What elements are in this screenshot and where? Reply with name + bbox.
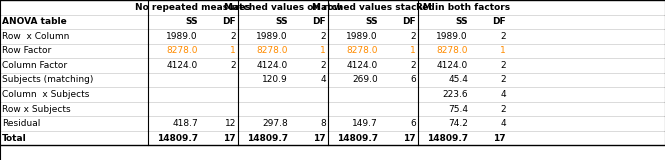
Text: 1: 1: [500, 46, 506, 55]
Text: 4124.0: 4124.0: [167, 61, 198, 70]
Text: 4: 4: [500, 119, 506, 128]
Text: SS: SS: [275, 17, 288, 26]
Text: 2: 2: [500, 105, 506, 114]
Text: SS: SS: [456, 17, 468, 26]
Text: 14809.7: 14809.7: [427, 134, 468, 143]
Text: 1: 1: [321, 46, 326, 55]
Text: SS: SS: [186, 17, 198, 26]
Text: 418.7: 418.7: [172, 119, 198, 128]
Text: Matched values on row: Matched values on row: [224, 3, 342, 12]
Text: Subjects (matching): Subjects (matching): [2, 76, 93, 84]
Text: Row x Subjects: Row x Subjects: [2, 105, 70, 114]
Text: 149.7: 149.7: [352, 119, 378, 128]
Text: 2: 2: [500, 76, 506, 84]
Text: Matched values stacked: Matched values stacked: [312, 3, 434, 12]
Text: 8278.0: 8278.0: [436, 46, 468, 55]
Text: 2: 2: [321, 61, 326, 70]
Text: 4124.0: 4124.0: [346, 61, 378, 70]
Text: 1: 1: [230, 46, 236, 55]
Text: Total: Total: [2, 134, 27, 143]
Text: 45.4: 45.4: [448, 76, 468, 84]
Text: 8: 8: [321, 119, 326, 128]
Text: 2: 2: [410, 32, 416, 41]
Text: 17: 17: [223, 134, 236, 143]
Text: 2: 2: [230, 61, 236, 70]
Text: 297.8: 297.8: [262, 119, 288, 128]
Text: 8278.0: 8278.0: [166, 46, 198, 55]
Text: 1989.0: 1989.0: [346, 32, 378, 41]
Text: Residual: Residual: [2, 119, 41, 128]
Text: DF: DF: [492, 17, 506, 26]
Text: No repeated measures: No repeated measures: [135, 3, 251, 12]
Text: SS: SS: [365, 17, 378, 26]
Text: 4: 4: [500, 90, 506, 99]
Text: 1989.0: 1989.0: [436, 32, 468, 41]
Text: 4124.0: 4124.0: [437, 61, 468, 70]
Text: 6: 6: [410, 119, 416, 128]
Text: 14809.7: 14809.7: [247, 134, 288, 143]
Text: DF: DF: [313, 17, 326, 26]
Text: 17: 17: [313, 134, 326, 143]
Text: 8278.0: 8278.0: [257, 46, 288, 55]
Text: 8278.0: 8278.0: [346, 46, 378, 55]
Text: 1989.0: 1989.0: [166, 32, 198, 41]
Text: 4124.0: 4124.0: [257, 61, 288, 70]
Text: 14809.7: 14809.7: [337, 134, 378, 143]
Text: 223.6: 223.6: [442, 90, 468, 99]
Text: 120.9: 120.9: [262, 76, 288, 84]
Text: Column Factor: Column Factor: [2, 61, 67, 70]
Text: 75.4: 75.4: [448, 105, 468, 114]
Text: 12: 12: [225, 119, 236, 128]
Text: DF: DF: [402, 17, 416, 26]
Text: 2: 2: [230, 32, 236, 41]
Text: DF: DF: [222, 17, 236, 26]
Text: RM in both factors: RM in both factors: [416, 3, 510, 12]
Text: 17: 17: [493, 134, 506, 143]
Text: 1989.0: 1989.0: [257, 32, 288, 41]
Text: 14809.7: 14809.7: [157, 134, 198, 143]
Text: 2: 2: [410, 61, 416, 70]
Text: 4: 4: [321, 76, 326, 84]
Text: 2: 2: [500, 61, 506, 70]
Text: ANOVA table: ANOVA table: [2, 17, 66, 26]
Text: 6: 6: [410, 76, 416, 84]
Text: 2: 2: [500, 32, 506, 41]
Text: Row Factor: Row Factor: [2, 46, 51, 55]
Text: 74.2: 74.2: [448, 119, 468, 128]
Text: Row  x Column: Row x Column: [2, 32, 69, 41]
Text: Column  x Subjects: Column x Subjects: [2, 90, 89, 99]
Text: 269.0: 269.0: [352, 76, 378, 84]
Text: 2: 2: [321, 32, 326, 41]
Text: 1: 1: [410, 46, 416, 55]
Text: 17: 17: [404, 134, 416, 143]
